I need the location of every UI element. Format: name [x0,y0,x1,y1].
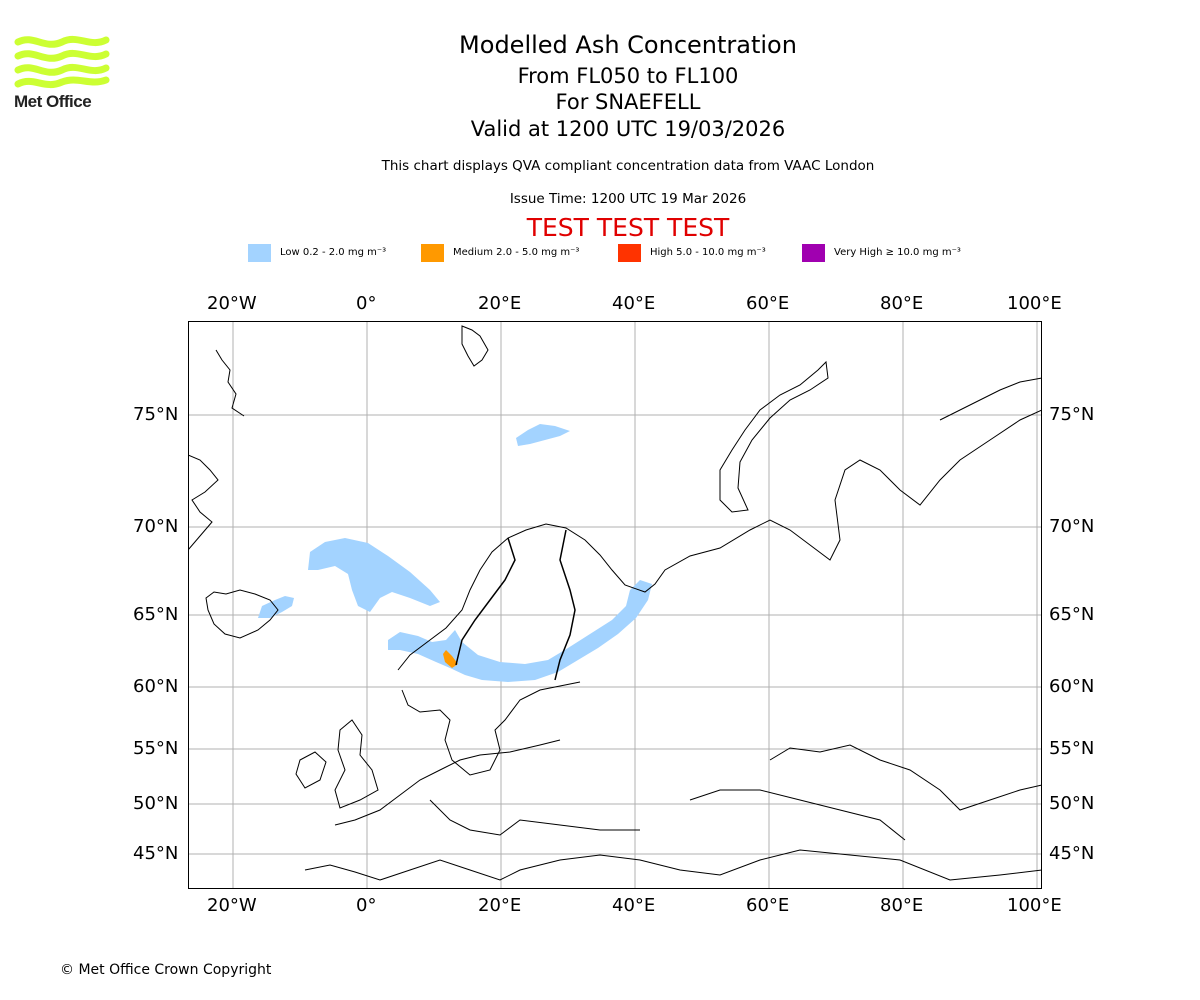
met-office-logo-icon [14,35,110,89]
valid-time: Valid at 1200 UTC 19/03/2026 [470,117,786,141]
lon-label-bottom-20e: 20°E [478,895,522,916]
legend-swatch-low [248,244,271,262]
lat-label-left-60n: 60°N [133,676,179,697]
lon-label-bottom-40e: 40°E [612,895,656,916]
lat-label-left-70n: 70°N [133,516,179,537]
lon-label-top-80e: 80°E [880,293,924,314]
chart-title: Modelled Ash Concentration [459,31,797,59]
legend-label-low: Low 0.2 - 2.0 mg m⁻³ [280,247,387,258]
chart-description: This chart displays QVA compliant concen… [381,158,875,174]
copyright-notice: © Met Office Crown Copyright [60,962,272,978]
legend-label-medium: Medium 2.0 - 5.0 mg m⁻³ [453,247,580,258]
lon-label-top-40e: 40°E [612,293,656,314]
lat-label-right-65n: 65°N [1049,604,1095,625]
volcano-name: For SNAEFELL [555,90,701,114]
lat-label-left-45n: 45°N [133,843,179,864]
legend-label-high: High 5.0 - 10.0 mg m⁻³ [650,247,766,258]
lat-label-left-65n: 65°N [133,604,179,625]
lon-label-top-20w: 20°W [207,293,257,314]
lon-label-top-60e: 60°E [746,293,790,314]
lat-label-left-55n: 55°N [133,738,179,759]
lat-label-right-60n: 60°N [1049,676,1095,697]
lat-label-right-55n: 55°N [1049,738,1095,759]
lon-label-top-100e: 100°E [1007,293,1062,314]
lon-label-bottom-0: 0° [356,895,377,916]
lat-label-right-45n: 45°N [1049,843,1095,864]
legend-swatch-very-high [802,244,825,262]
lon-label-top-20e: 20°E [478,293,522,314]
flight-level-range: From FL050 to FL100 [517,64,739,88]
ash-medium-region [443,650,458,668]
lon-label-bottom-100e: 100°E [1007,895,1062,916]
lat-label-left-75n: 75°N [133,404,179,425]
lon-label-bottom-20w: 20°W [207,895,257,916]
issue-time: Issue Time: 1200 UTC 19 Mar 2026 [509,191,747,207]
test-banner: TEST TEST TEST [526,213,730,242]
lat-label-left-50n: 50°N [133,793,179,814]
map-border [188,321,1042,889]
met-office-wordmark: Met Office [14,92,92,111]
lon-label-top-0: 0° [356,293,377,314]
lat-label-right-75n: 75°N [1049,404,1095,425]
ash-concentration-map[interactable] [188,321,1042,889]
lat-label-right-70n: 70°N [1049,516,1095,537]
legend-swatch-medium [421,244,444,262]
lat-label-right-50n: 50°N [1049,793,1095,814]
lon-label-bottom-80e: 80°E [880,895,924,916]
coastlines [188,325,1042,881]
ash-low-region [258,424,652,682]
graticule [188,321,1042,889]
legend-swatch-high [618,244,641,262]
lon-label-bottom-60e: 60°E [746,895,790,916]
legend-label-very-high: Very High ≥ 10.0 mg m⁻³ [834,247,961,258]
